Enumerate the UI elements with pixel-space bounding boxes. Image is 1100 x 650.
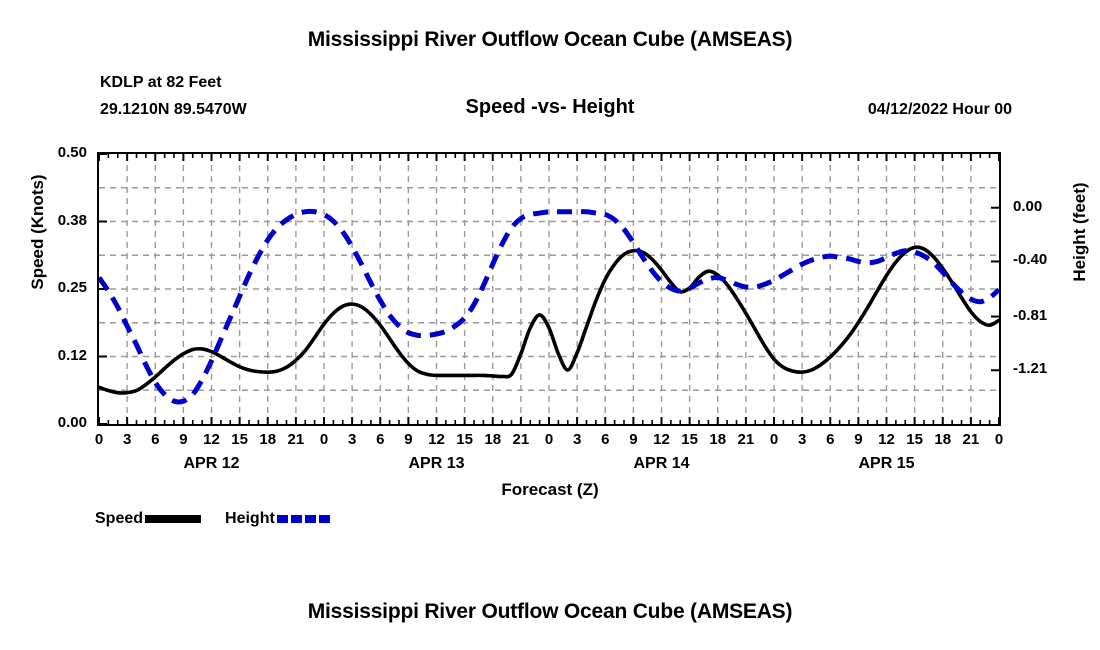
x-axis-ticklabel: 6 [826,431,835,448]
x-axis-day-label: APR 13 [408,455,465,472]
legend-swatch-height [276,515,333,523]
x-axis-ticklabel: 15 [681,431,698,448]
x-axis-day-label: APR 15 [858,455,915,472]
x-axis-ticklabel: 0 [94,431,104,448]
y-axis-right-ticklabel: -0.81 [1013,306,1048,324]
x-axis-ticklabel: 15 [456,431,473,448]
y-axis-right-title: Height (feet) [1070,182,1089,282]
x-axis-ticklabel: 9 [179,431,188,448]
x-axis-ticklabel: 21 [287,431,305,448]
x-axis-ticklabel: 0 [769,431,779,448]
x-axis-day-label: APR 14 [633,455,690,472]
x-axis-ticklabel: 18 [934,431,952,448]
x-axis-ticklabel: 6 [376,431,385,448]
x-axis-ticklabel: 3 [347,431,357,448]
x-axis-ticklabel: 6 [601,431,610,448]
x-axis-title: Forecast (Z) [501,480,599,499]
series-line-speed [99,245,999,395]
axis-ticks [99,154,999,424]
y-axis-left-ticklabel: 0.12 [57,346,87,364]
legend-item-speed: Speed [95,510,202,528]
x-axis-ticklabel: 9 [854,431,863,448]
gridlines [99,154,999,424]
x-axis-ticklabel: 18 [709,431,727,448]
x-axis-ticklabel: 15 [231,431,248,448]
x-axis-ticklabel: 21 [962,431,980,448]
x-axis-ticklabel: 9 [629,431,638,448]
y-axis-right-ticklabel: 0.00 [1013,197,1043,215]
chart-subtitle: Speed -vs- Height [465,96,635,118]
footer-title: Mississippi River Outflow Ocean Cube (AM… [307,600,793,623]
y-axis-left-ticklabel: 0.50 [57,144,87,161]
model-run-time-label: 04/12/2022 Hour 00 [867,101,1012,118]
y-axis-left-ticklabel: 0.00 [57,414,87,431]
legend: Speed Height [95,508,333,530]
x-axis-ticklabel: 3 [572,431,582,448]
y-axis-left-ticklabel: 0.38 [57,211,87,229]
x-axis-ticklabel: 15 [906,431,923,448]
y-axis-left-ticklabel: 0.25 [57,279,87,296]
y-axis-right-ticklabel: -1.21 [1013,360,1048,378]
y-axis-right-ticklabel: -0.40 [1013,251,1048,269]
x-axis-ticklabel: 3 [797,431,807,448]
x-axis-ticklabel: 12 [878,431,895,448]
x-axis-ticklabel: 12 [428,431,445,448]
x-axis-ticklabel: 12 [653,431,670,448]
x-axis-ticklabel: 6 [151,431,160,448]
x-axis-ticklabel: 18 [484,431,502,448]
x-axis-ticklabel: 0 [319,431,329,448]
x-axis-ticklabel: 18 [259,431,277,448]
x-axis-day-label: APR 12 [183,455,240,472]
x-axis-ticklabel: 21 [737,431,755,448]
legend-item-height: Height [225,510,333,528]
x-axis-ticklabel: 3 [122,431,132,448]
station-coordinates-label: 29.1210N 89.5470W [100,101,247,118]
plot-svg [99,154,999,424]
legend-label-height: Height [225,510,275,527]
page-title: Mississippi River Outflow Ocean Cube (AM… [307,28,793,51]
x-axis-ticklabel: 9 [404,431,413,448]
legend-spacer [201,519,225,520]
plot-area [97,152,1001,426]
station-depth-label: KDLP at 82 Feet [100,74,222,91]
x-axis-ticklabel: 12 [203,431,220,448]
x-axis-ticklabel: 0 [544,431,554,448]
legend-swatch-speed [145,515,202,523]
y-axis-left-title: Speed (Knots) [28,174,47,290]
x-axis-ticklabel: 0 [994,431,1004,448]
series-line-height [99,208,999,405]
data-series [99,208,999,405]
legend-label-speed: Speed [95,510,144,527]
x-axis-ticklabel: 21 [512,431,530,448]
